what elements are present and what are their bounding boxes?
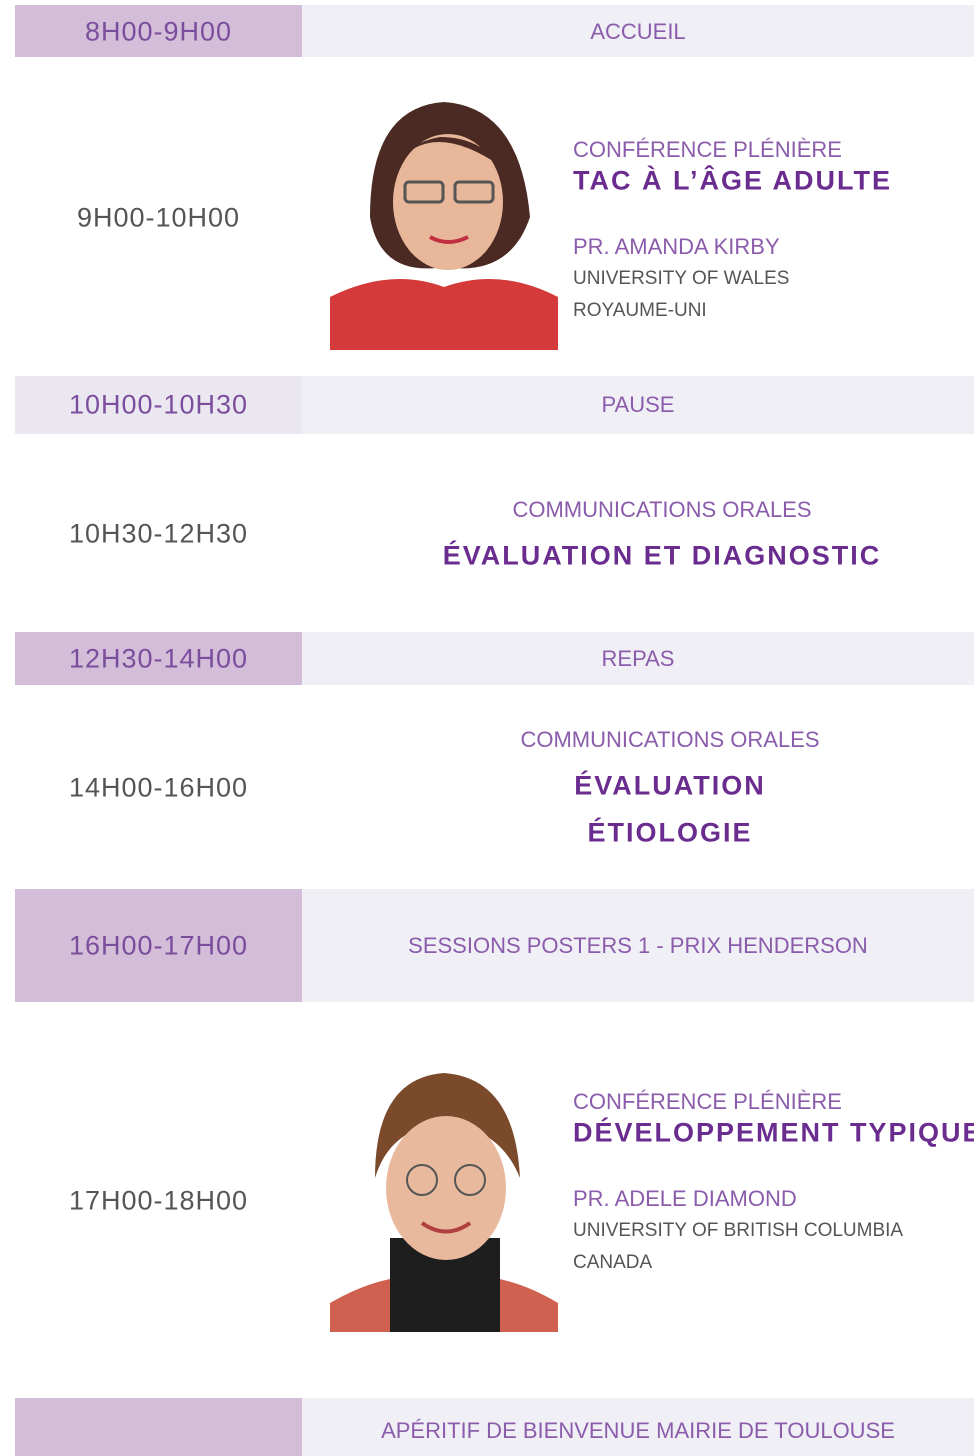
time: 8H00-9H00 (84, 16, 233, 47)
time: 12H30-14H00 (68, 643, 249, 674)
country: ROYAUME-UNI (573, 300, 707, 321)
label-cell (302, 1398, 974, 1456)
session-kind: CONFÉRENCE PLÉNIÈRE (573, 1089, 842, 1114)
label: REPAS (601, 646, 675, 671)
speaker: PR. AMANDA KIRBY (573, 234, 780, 259)
time-cell (15, 1398, 302, 1456)
session-kind: CONFÉRENCE PLÉNIÈRE (573, 137, 842, 162)
time: 9H00-10H00 (76, 202, 241, 233)
time-cell (15, 632, 302, 685)
affiliation: UNIVERSITY OF WALES (573, 268, 790, 289)
speaker: PR. ADELE DIAMOND (573, 1186, 797, 1211)
label-cell (302, 889, 974, 1002)
time-cell (15, 5, 302, 57)
label: SESSIONS POSTERS 1 - PRIX HENDERSON (408, 933, 868, 958)
time-cell (15, 889, 302, 1002)
label-cell (302, 376, 974, 434)
label-cell (302, 5, 974, 57)
session-kind: COMMUNICATIONS ORALES (512, 497, 812, 522)
affiliation: UNIVERSITY OF BRITISH COLUMBIA (573, 1220, 904, 1241)
session-kind: COMMUNICATIONS ORALES (520, 727, 820, 752)
time-cell (15, 376, 302, 434)
country: CANADA (573, 1252, 653, 1273)
label: APÉRITIF DE BIENVENUE MAIRIE DE TOULOUSE (381, 1418, 895, 1443)
time: 16H00-17H00 (68, 930, 249, 961)
label: ACCUEIL (590, 19, 686, 44)
speaker-photo (330, 97, 558, 350)
time: 14H00-16H00 (68, 772, 249, 803)
session-title: DÉVELOPPEMENT TYPIQUE (573, 1117, 974, 1148)
time: 10H00-10H30 (68, 389, 249, 420)
session-title: ÉVALUATION (574, 770, 766, 801)
time: 10H30-12H30 (68, 518, 249, 549)
time: 17H00-18H00 (68, 1185, 249, 1216)
session-title: TAC À L’ÂGE ADULTE (573, 165, 892, 196)
session-title: ÉVALUATION ET DIAGNOSTIC (442, 540, 882, 571)
speaker-photo (330, 1068, 558, 1332)
label-cell (302, 632, 974, 685)
session-title: ÉTIOLOGIE (587, 817, 753, 848)
label: PAUSE (601, 392, 675, 417)
